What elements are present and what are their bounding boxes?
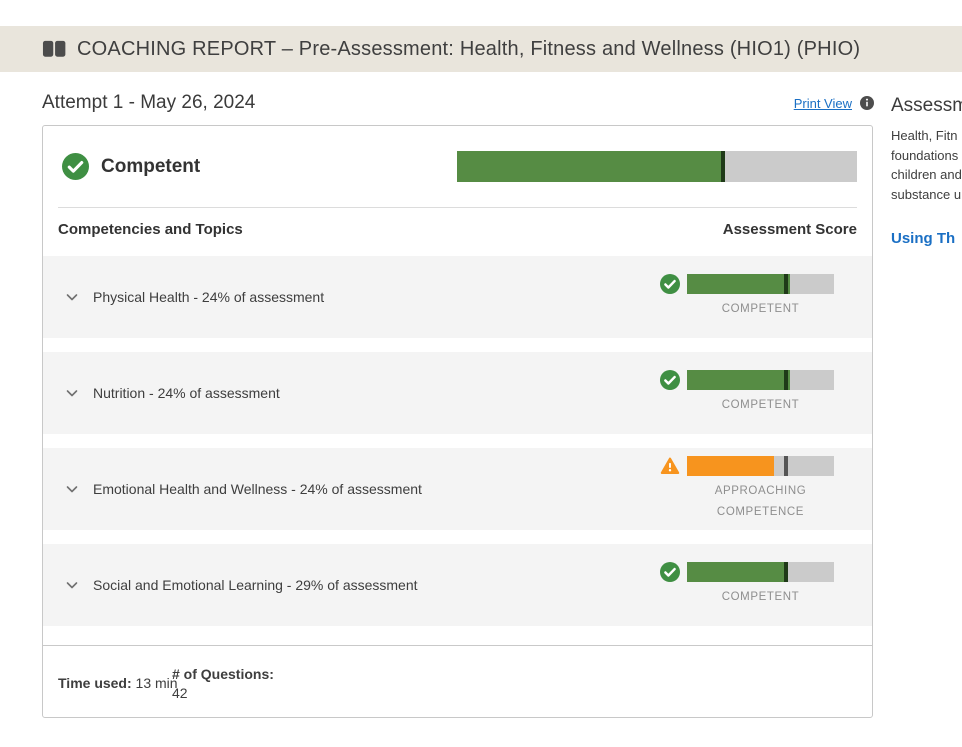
score-bar — [687, 370, 834, 390]
coaching-report-card: Competent Competencies and Topics Assess… — [42, 125, 873, 718]
report-header-band: COACHING REPORT – Pre-Assessment: Health… — [0, 26, 962, 72]
overall-score-bar — [457, 151, 857, 182]
score-bar-fill — [687, 274, 790, 294]
cut-score-marker — [784, 455, 789, 476]
check-circle-icon — [660, 562, 680, 582]
score-bar — [687, 274, 834, 294]
column-header-score: Assessment Score — [722, 221, 857, 238]
attempt-header: Attempt 1 - May 26, 2024 Print View — [42, 92, 874, 114]
score-bar-fill — [687, 370, 790, 390]
print-view-link[interactable]: Print View — [793, 95, 852, 111]
chevron-down-icon[interactable] — [64, 289, 80, 305]
footer-divider — [43, 645, 872, 646]
sidebar-heading: Assessm — [891, 95, 962, 116]
cut-score-marker — [721, 151, 725, 182]
competency-label: Social and Emotional Learning - 29% of a… — [93, 577, 418, 593]
sidebar-link[interactable]: Using Th — [891, 230, 956, 247]
cut-score-marker — [784, 274, 789, 294]
sidebar-description: Health, Fitn foundations children and su… — [891, 128, 962, 202]
competency-label: Nutrition - 24% of assessment — [93, 385, 280, 401]
cut-score-marker — [784, 562, 789, 582]
status-label: APPROACHING COMPETENCE — [714, 484, 807, 518]
status-label: COMPETENT — [721, 591, 800, 603]
questions-value: 42 — [172, 685, 188, 701]
score-bar — [687, 455, 834, 476]
section-divider — [58, 207, 857, 208]
chevron-down-icon[interactable] — [64, 385, 80, 401]
status-label: COMPETENT — [721, 399, 800, 411]
competency-row-physical-health[interactable]: Physical Health - 24% of assessment COMP… — [43, 256, 872, 338]
check-circle-icon — [62, 153, 89, 180]
attempt-title: Attempt 1 - May 26, 2024 — [42, 92, 256, 113]
questions-label: # of Questions: — [172, 666, 274, 682]
open-book-icon — [42, 39, 67, 59]
info-icon[interactable] — [860, 96, 874, 110]
status-label: COMPETENT — [721, 303, 800, 315]
score-bar-fill — [687, 562, 786, 582]
page-title: COACHING REPORT – Pre-Assessment: Health… — [77, 37, 861, 60]
check-circle-icon — [660, 370, 680, 390]
check-circle-icon — [660, 274, 680, 294]
chevron-down-icon[interactable] — [64, 577, 80, 593]
table-header-row: Competencies and Topics Assessment Score — [58, 221, 857, 238]
score-bar-fill — [687, 455, 774, 476]
time-used-value: 13 min — [135, 675, 178, 691]
competency-row-emotional-health[interactable]: Emotional Health and Wellness - 24% of a… — [43, 448, 872, 530]
warning-triangle-icon — [660, 456, 680, 476]
competency-row-nutrition[interactable]: Nutrition - 24% of assessment COMPETENT — [43, 352, 872, 434]
cut-score-marker — [784, 370, 789, 390]
assessment-sidebar: Assessm Health, Fitn foundations childre… — [891, 95, 962, 248]
column-header-competencies: Competencies and Topics — [58, 221, 243, 238]
score-bar-fill — [457, 151, 725, 182]
overall-status-section: Competent — [43, 126, 872, 207]
chevron-down-icon[interactable] — [64, 481, 80, 497]
competency-row-social-emotional[interactable]: Social and Emotional Learning - 29% of a… — [43, 544, 872, 626]
competency-label: Physical Health - 24% of assessment — [93, 289, 325, 305]
score-bar — [687, 562, 834, 582]
time-used-label: Time used: — [58, 675, 132, 691]
report-footer: Time used: 13 min # of Questions: 42 — [43, 645, 872, 717]
overall-status-label: Competent — [101, 155, 201, 177]
competency-label: Emotional Health and Wellness - 24% of a… — [93, 481, 422, 497]
